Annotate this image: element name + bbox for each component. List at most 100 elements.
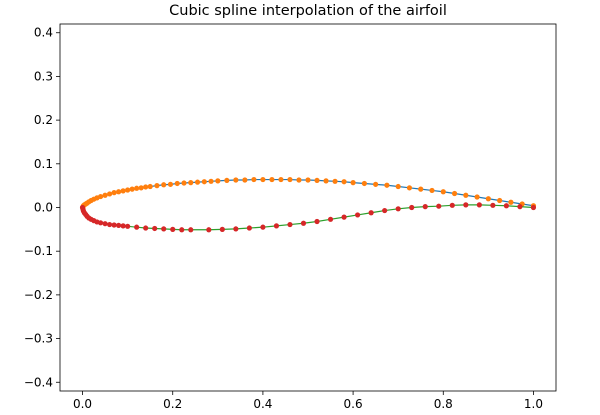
lower-surface-spline-line <box>81 204 534 231</box>
lower-surface-point <box>409 204 415 211</box>
lower-surface-point <box>314 218 320 225</box>
x-tick-label: 0.2 <box>163 397 182 411</box>
upper-surface-point <box>287 176 293 183</box>
upper-surface-point <box>125 187 131 193</box>
upper-surface-point <box>116 189 122 195</box>
upper-surface-point <box>463 192 469 198</box>
upper-surface-point <box>429 187 435 194</box>
upper-surface-point <box>107 191 113 197</box>
upper-surface-point <box>215 178 221 184</box>
upper-surface-point <box>147 183 153 190</box>
lower-surface-point <box>152 225 158 232</box>
upper-surface-point <box>174 180 180 187</box>
axes: 0.0 0.2 0.4 0.6 0.8 1.0 −0.4 −0.3 −0.2 −0.1 0.0 0.1… <box>24 23 557 411</box>
upper-surface-point <box>406 185 413 191</box>
x-tick-label: 0.4 <box>253 397 272 411</box>
lower-surface-point <box>300 220 307 226</box>
upper-surface-point <box>314 177 320 184</box>
lower-surface-point <box>206 227 212 233</box>
lower-surface-point <box>219 226 225 232</box>
lower-surface-point <box>382 207 388 214</box>
upper-surface-point <box>361 180 367 187</box>
lower-surface-point <box>368 210 374 216</box>
lower-surface-point <box>125 223 131 229</box>
y-tick-label: 0.0 <box>34 201 53 215</box>
lower-surface-point <box>179 227 185 233</box>
x-tick-label: 0.0 <box>73 397 92 411</box>
upper-surface-point <box>161 182 167 188</box>
lower-surface-point <box>143 225 149 231</box>
x-tick-label: 0.8 <box>434 397 453 411</box>
upper-surface-point <box>418 186 424 192</box>
lower-surface-point <box>102 221 108 227</box>
upper-surface-point <box>129 186 135 192</box>
plot-area <box>79 176 537 233</box>
lower-surface-point <box>273 223 280 229</box>
x-tick-label: 0.6 <box>344 397 363 411</box>
upper-surface-point <box>224 177 230 184</box>
y-tick-label: −0.4 <box>24 375 53 389</box>
upper-surface-point <box>451 190 458 197</box>
lower-surface-point <box>246 225 252 231</box>
lower-surface-point <box>260 224 266 230</box>
plot-frame <box>59 23 557 392</box>
upper-surface-point <box>102 192 108 198</box>
upper-surface-point <box>440 189 446 195</box>
upper-surface-point <box>296 177 302 183</box>
lower-surface-point <box>449 202 455 208</box>
upper-surface-point <box>111 190 117 196</box>
lower-surface-point <box>517 204 523 210</box>
lower-surface-point <box>355 212 361 218</box>
upper-surface-point <box>181 180 187 186</box>
upper-surface-point <box>278 176 284 183</box>
upper-surface-point <box>120 188 126 194</box>
lower-surface-point <box>116 222 122 229</box>
lower-surface-point <box>395 206 401 212</box>
lower-surface-point <box>530 204 537 211</box>
y-tick-label: 0.2 <box>34 113 53 127</box>
y-tick-label: 0.1 <box>34 157 53 171</box>
upper-surface-point <box>167 181 174 187</box>
upper-surface-point <box>384 182 390 188</box>
lower-surface-point <box>161 226 167 232</box>
upper-surface-point <box>323 178 329 184</box>
lower-surface-point <box>463 202 469 208</box>
lower-surface-point <box>341 214 347 220</box>
upper-surface-point <box>341 179 347 185</box>
upper-surface-point <box>143 184 149 190</box>
lower-surface-point <box>503 203 509 209</box>
lower-surface-point <box>490 202 496 208</box>
upper-surface-point <box>508 199 514 205</box>
x-tick-label: 1.0 <box>524 397 543 411</box>
upper-surface-point <box>134 185 140 191</box>
lower-surface-point <box>436 203 442 209</box>
upper-surface-point <box>194 179 201 185</box>
lower-surface-point <box>233 226 239 232</box>
lower-surface-point <box>107 221 113 228</box>
y-tick-label: 0.3 <box>34 69 53 83</box>
lower-surface-point <box>188 227 194 233</box>
upper-surface-point <box>188 180 194 186</box>
upper-surface-point <box>485 196 491 202</box>
upper-surface-point <box>474 194 480 200</box>
y-tick-label: −0.1 <box>24 244 53 258</box>
lower-surface-point <box>111 222 117 228</box>
lower-surface-point <box>287 221 293 228</box>
upper-surface-point <box>201 179 207 185</box>
upper-surface-point <box>233 177 239 183</box>
upper-surface-point <box>332 178 338 184</box>
lower-surface-point <box>134 224 140 230</box>
upper-surface-point <box>497 197 503 204</box>
lower-surface-point <box>120 223 126 229</box>
upper-surface-point <box>395 183 401 190</box>
lower-surface-point <box>327 216 334 222</box>
lower-surface-point <box>170 226 176 232</box>
upper-surface-point <box>208 178 214 184</box>
upper-surface-point <box>373 181 379 187</box>
y-tick-label: 0.4 <box>34 26 53 40</box>
upper-surface-point <box>154 183 160 189</box>
upper-surface-point <box>242 177 248 183</box>
chart-title: Cubic spline interpolation of the airfoi… <box>169 3 447 19</box>
y-tick-label: −0.2 <box>24 288 53 302</box>
